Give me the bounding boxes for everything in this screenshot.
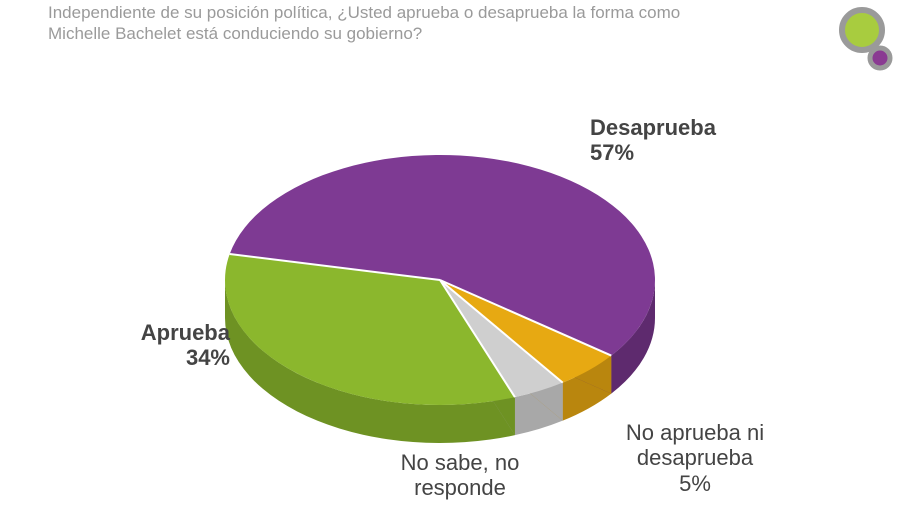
label-no-sabe-no-responde: No sabe, no responde: [370, 450, 550, 501]
label-no-aprueba-ni-desaprueba: No aprueba ni desaprueba 5%: [605, 420, 785, 496]
label-aprueba: Aprueba 34%: [60, 320, 230, 371]
label-desaprueba: Desaprueba 57%: [590, 115, 790, 166]
